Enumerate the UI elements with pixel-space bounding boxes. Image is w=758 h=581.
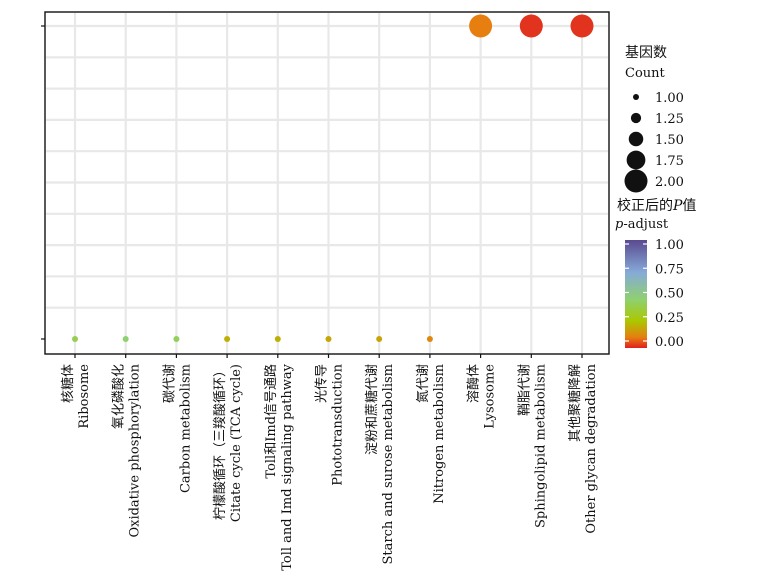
count-legend-label: 1.50 — [655, 133, 684, 148]
x-tick-label-zh: 氧化磷酸化 — [112, 364, 127, 429]
x-tick-label-zh: 氮代谢 — [415, 364, 431, 403]
count-legend-label: 1.25 — [655, 112, 684, 127]
data-point — [325, 336, 332, 342]
x-tick-label-en: Ribosome — [77, 364, 92, 429]
p-adjust-legend-label: 0.25 — [655, 311, 684, 326]
x-tick-label-en: Lysosome — [483, 364, 498, 429]
data-points — [72, 14, 594, 342]
x-tick-label-en: Toll and Imd signaling pathway — [280, 363, 295, 570]
count-legend-key — [626, 150, 646, 170]
count-legend: 基因数 Count 1.00 1.25 1.50 1.75 2.00 — [624, 44, 684, 193]
data-point — [519, 14, 543, 38]
x-tick-label-zh: 柠檬酸循环（三羧酸循环） — [212, 364, 228, 520]
p-adjust-legend: 校正后的P值 p-adjust 1.00 0.75 0.50 0.25 0.00 — [615, 197, 696, 350]
data-point — [570, 14, 594, 38]
x-tick-label-zh: 碳代谢 — [161, 364, 177, 403]
count-legend-key — [628, 131, 644, 147]
data-point — [173, 336, 180, 342]
x-tick-label-zh: 鞘脂代谢 — [516, 364, 532, 416]
p-adjust-colorbar — [625, 240, 647, 348]
p-adjust-legend-label: 0.75 — [655, 262, 684, 277]
count-legend-key — [633, 94, 639, 100]
x-tick-label-zh: 光传导 — [315, 364, 330, 403]
plot-panel-border — [44, 11, 610, 355]
p-adjust-legend-title-zh: 校正后的P值 — [617, 197, 696, 214]
data-point — [426, 336, 433, 342]
p-adjust-legend-label: 0.50 — [655, 287, 684, 302]
data-point — [224, 336, 231, 342]
count-legend-label: 1.00 — [655, 91, 684, 106]
x-tick-label-zh: Toll和Imd信号通路 — [263, 364, 279, 479]
data-point — [274, 336, 281, 342]
x-tick-label-en: Phototransduction — [331, 363, 346, 485]
count-legend-label: 1.75 — [655, 154, 684, 169]
grid — [41, 13, 608, 353]
x-axis: 核糖体 Ribosome 氧化磷酸化 Oxidative phosphorylatio… — [60, 354, 599, 571]
x-tick-label-en: Citate cycle (TCA cycle) — [229, 364, 244, 522]
data-point — [469, 14, 493, 38]
x-tick-label-zh: 核糖体 — [60, 364, 76, 403]
p-adjust-legend-title-en: p-adjust — [615, 217, 669, 232]
data-point — [72, 336, 78, 342]
count-legend-key — [624, 169, 648, 193]
x-tick-label-zh: 其他聚糖降解 — [567, 364, 583, 442]
x-tick-label-zh: 溶酶体 — [466, 364, 482, 403]
data-point — [122, 336, 129, 342]
count-legend-title-zh: 基因数 — [625, 44, 667, 61]
count-legend-label: 2.00 — [655, 175, 684, 190]
x-tick-label-en: Starch and surose metabolism — [381, 364, 396, 565]
x-tick-label-zh: 淀粉和蔗糖代谢 — [364, 364, 380, 455]
x-tick-label-en: Nitrogen metabolism — [432, 364, 447, 504]
data-point — [376, 336, 383, 342]
p-adjust-legend-label: 1.00 — [655, 238, 684, 253]
count-legend-key — [630, 112, 642, 124]
x-tick-label-en: Sphingolipid metabolism — [533, 364, 548, 528]
x-tick-label-en: Oxidative phosphorylation — [128, 363, 143, 537]
p-adjust-legend-label: 0.00 — [655, 335, 684, 350]
x-tick-label-en: Other glycan degradation — [584, 363, 599, 533]
count-legend-title-en: Count — [625, 66, 666, 81]
x-tick-label-en: Carbon metabolism — [178, 364, 193, 493]
